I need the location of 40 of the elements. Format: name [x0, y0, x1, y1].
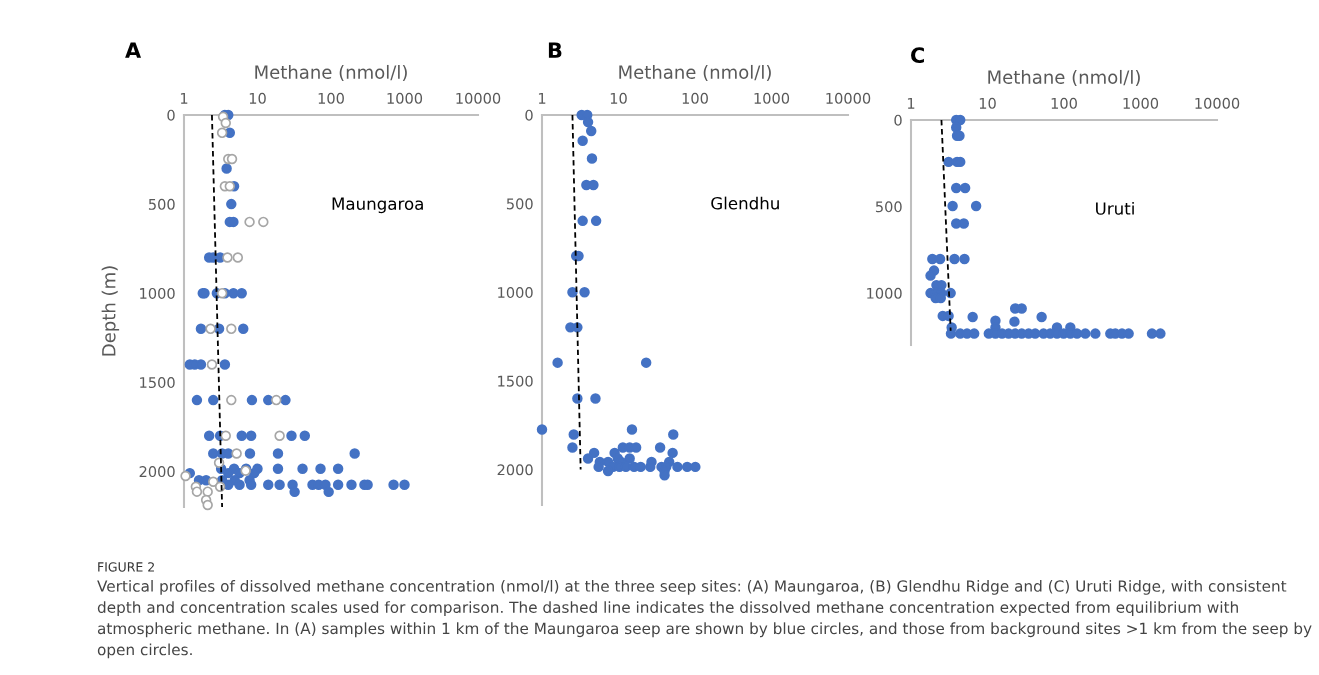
y-tick-label: 0 [894, 114, 902, 126]
x-tick-label: 100 [1051, 97, 1077, 109]
x-tick-label: 10 [979, 97, 996, 109]
x-tick-label: 10 [610, 92, 627, 104]
x-tick-label: 1000 [1123, 97, 1159, 109]
chart-title: B [548, 42, 562, 58]
y-tick-label: 500 [875, 201, 902, 213]
y-tick-label: 2000 [497, 464, 533, 476]
y-tick-label: 2000 [139, 466, 175, 478]
annotation: Uruti [1096, 201, 1134, 215]
y-tick-label: 500 [148, 198, 175, 210]
y-tick-label: 500 [506, 198, 533, 210]
x-tick-label: 1000 [387, 92, 423, 104]
x-tick-label: 10000 [826, 92, 871, 104]
y-tick-label: 0 [167, 109, 175, 121]
y-tick-label: 0 [525, 109, 533, 121]
chart-title: C [911, 47, 924, 64]
caption: FIGURE 2 [98, 562, 154, 572]
x-tick-label: 1 [907, 98, 915, 109]
x-tick-label: 100 [318, 92, 344, 104]
x-axis-title: Methane (nmol/l) [988, 69, 1140, 87]
x-axis-title: Methane (nmol/l) [619, 64, 771, 82]
annotation: Glendhu [711, 196, 779, 210]
text: Vertical profiles of dissolved methane concentration (nmol/l) at the three seep sites: (A) Maungaroa, (B) Glendhu Ridge and (C) Uruti Ridge, with consistent depth and concentration scales used for comparison. The dashed line indicates the dissolved methane concentration expected from equilibrium with atmospheric methane. In (A) samples within 1 km of the Maungaroa seep are shown by blue circles, and those from background sites >1 km from the seep by open circles. [97, 580, 1312, 659]
x-tick-label: 1000 [754, 92, 790, 104]
y-tick-label: 1000 [498, 286, 533, 299]
y-tick-label: 1000 [140, 287, 175, 299]
x-tick-label: 100 [682, 92, 708, 104]
y-tick-label: 1500 [140, 376, 175, 389]
x-tick-label: 1 [180, 93, 188, 104]
y-axis-title: Depth (m) [101, 266, 120, 356]
x-tick-label: 10 [249, 92, 266, 104]
x-tick-label: 10000 [1195, 97, 1240, 109]
annotation: Maungaroa [332, 197, 423, 214]
x-tick-label: 10000 [456, 92, 501, 104]
y-tick-label: 1500 [498, 375, 533, 387]
x-tick-label: 1 [538, 93, 546, 104]
x-axis-title: Methane (nmol/l) [255, 64, 407, 82]
chart-title: A [125, 42, 142, 58]
y-tick-label: 1000 [867, 287, 902, 299]
